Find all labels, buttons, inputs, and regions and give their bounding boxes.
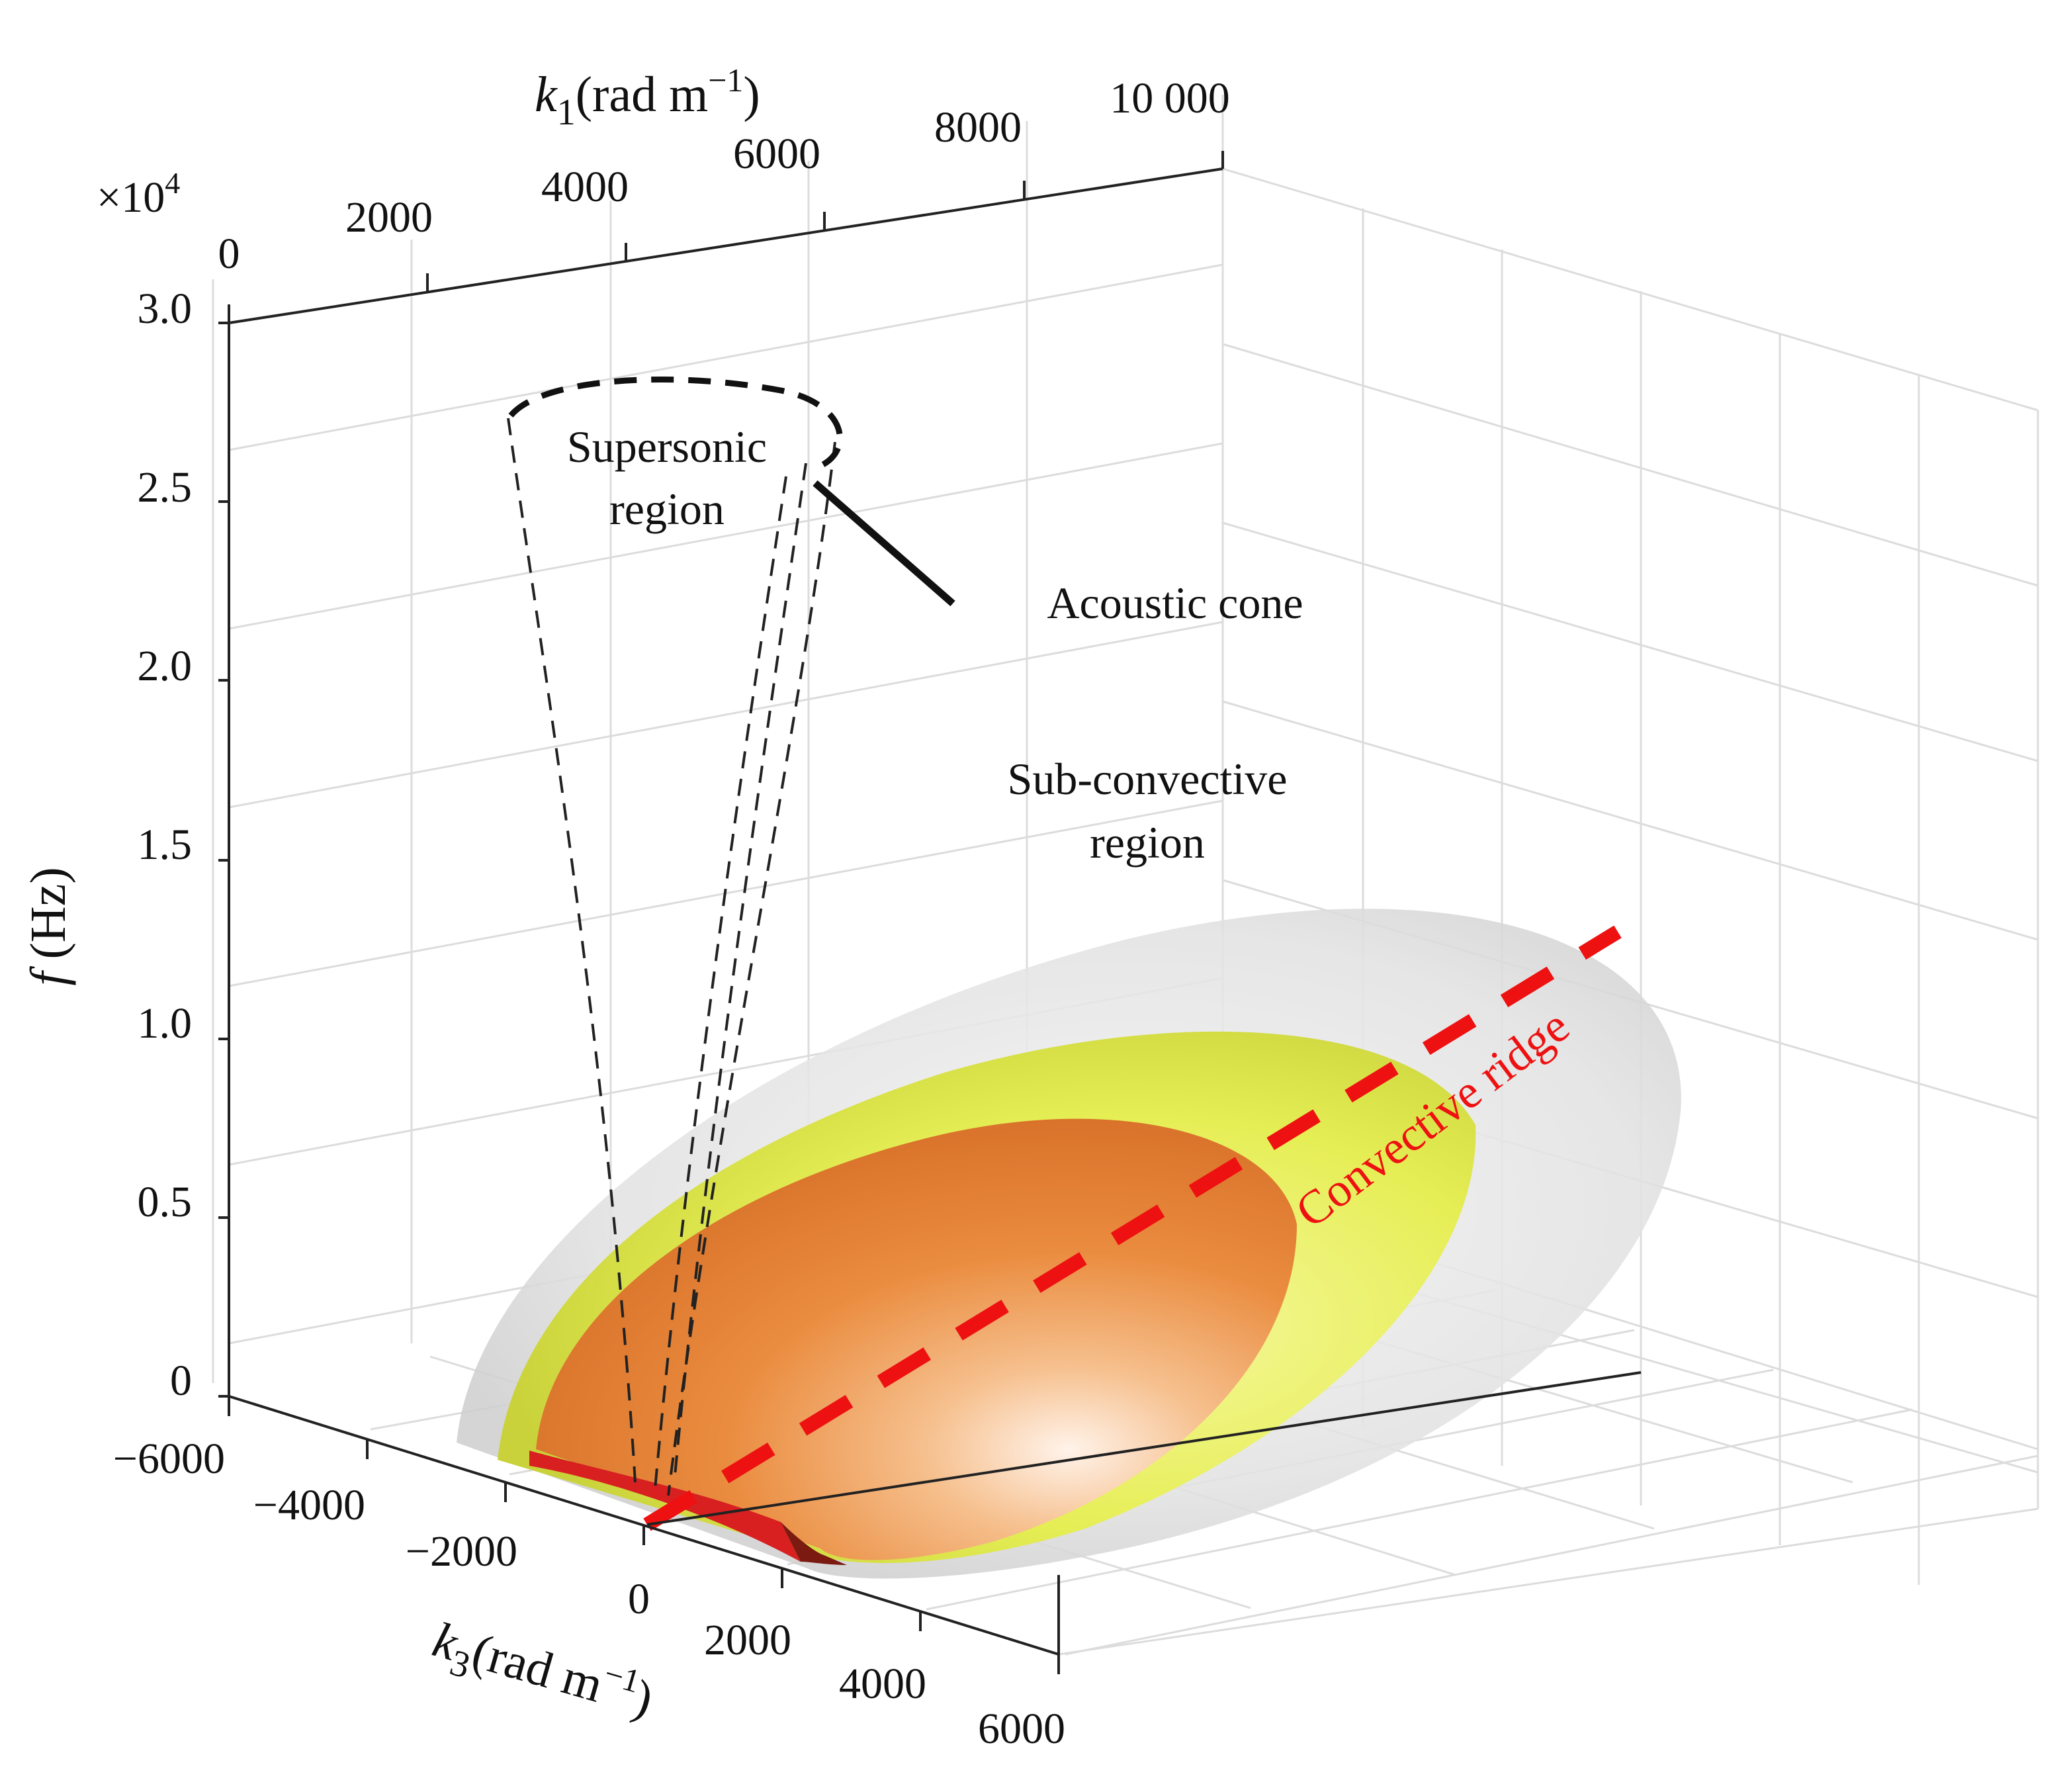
k3-tick-2000: 2000 [704, 1616, 791, 1664]
convective-ridge-line [643, 925, 1622, 1531]
k3-tick-0: 0 [628, 1575, 650, 1623]
k3-tick-6000: 6000 [978, 1705, 1065, 1753]
f-tick-2.5: 2.5 [138, 463, 193, 512]
isosurfaces [457, 909, 1681, 1579]
isosurface-orange [536, 1118, 1297, 1560]
cone-right-edge [667, 441, 836, 1496]
k3-tick-neg6000: −6000 [113, 1435, 225, 1483]
axes [218, 151, 1642, 1674]
f-tick-0.5: 0.5 [138, 1178, 193, 1226]
f-tick-2.0: 2.0 [138, 642, 193, 690]
k1-tick-0: 0 [218, 230, 240, 278]
k1-tick-2000: 2000 [345, 193, 433, 242]
isosurface-rim [529, 1451, 801, 1562]
k3-tick-labels: −6000 −4000 −2000 0 2000 4000 6000 [113, 1435, 1065, 1753]
k1-tick-8000: 8000 [934, 103, 1022, 152]
f-axis-multiplier: ×104 [97, 166, 180, 222]
k3-tick-neg4000: −4000 [253, 1481, 365, 1529]
k1-tick-labels: 0 2000 4000 6000 8000 10 000 [218, 74, 1230, 278]
k1-tick-6000: 6000 [733, 130, 820, 178]
subconvective-label-line1: Sub-convective [1008, 754, 1288, 804]
acoustic-cone-leader [813, 480, 955, 607]
isosurface-rim-right [781, 1522, 847, 1565]
f-tick-labels: 0 0.5 1.0 1.5 2.0 2.5 3.0 [138, 285, 193, 1405]
k1-tick-10000: 10 000 [1110, 74, 1230, 122]
acoustic-cone-outline [507, 418, 836, 1496]
k3-tick-neg2000: −2000 [406, 1527, 517, 1576]
subconvective-label-line2: region [1090, 817, 1205, 868]
k1-axis-label: k1(rad m−1) [535, 62, 760, 133]
cone-left-edge [507, 418, 637, 1483]
k3-tick-4000: 4000 [839, 1660, 926, 1708]
f-tick-3.0: 3.0 [138, 285, 193, 333]
f-axis-label: f (Hz) [21, 867, 76, 985]
cone-inner-right [674, 463, 807, 1476]
f-tick-1.5: 1.5 [138, 821, 193, 869]
cone-inner-left [654, 476, 787, 1490]
k1-tick-4000: 4000 [541, 163, 629, 211]
supersonic-ellipse [508, 377, 843, 469]
supersonic-label-line1: Supersonic [567, 422, 767, 472]
k3-axis-label: k3(rad m−1) [424, 1607, 660, 1738]
supersonic-label-line2: region [609, 484, 725, 534]
acoustic-cone-label: Acoustic cone [1047, 578, 1303, 628]
f-tick-1.0: 1.0 [138, 999, 193, 1048]
f-tick-0: 0 [170, 1357, 192, 1405]
